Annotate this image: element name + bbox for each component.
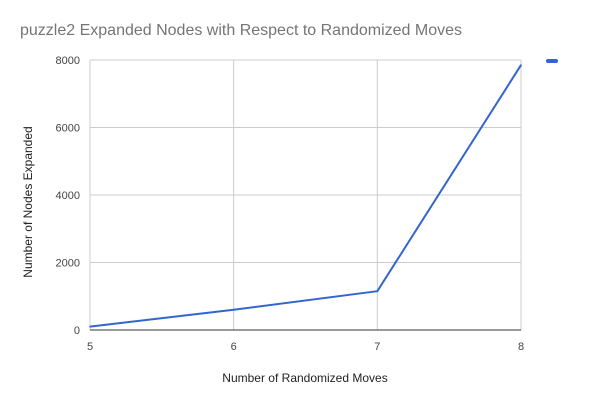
series-layer [89,64,522,328]
x-tick-label: 5 [87,341,93,353]
x-tick-label: 7 [374,341,380,353]
series-point [89,325,91,328]
y-tick-label: 0 [74,325,80,337]
tick-labels: 5 6 7 8 0 2000 4000 6000 8000 [56,55,525,353]
series-line [89,64,522,328]
y-tick-label: 2000 [56,258,80,270]
x-tick-label: 8 [518,341,524,353]
y-axis-label: Number of Nodes Expanded [21,126,35,277]
series-point [520,64,522,66]
y-tick-label: 6000 [56,123,80,135]
y-tick-label: 4000 [56,190,80,202]
legend-series-swatch [546,59,558,63]
y-tick-label: 8000 [56,55,80,67]
x-axis-label: Number of Randomized Moves [222,371,387,385]
grid [89,59,522,331]
chart-title: puzzle2 Expanded Nodes with Respect to R… [20,22,462,39]
x-tick-label: 6 [231,341,237,353]
series-point [232,308,235,311]
series-point [376,290,379,292]
